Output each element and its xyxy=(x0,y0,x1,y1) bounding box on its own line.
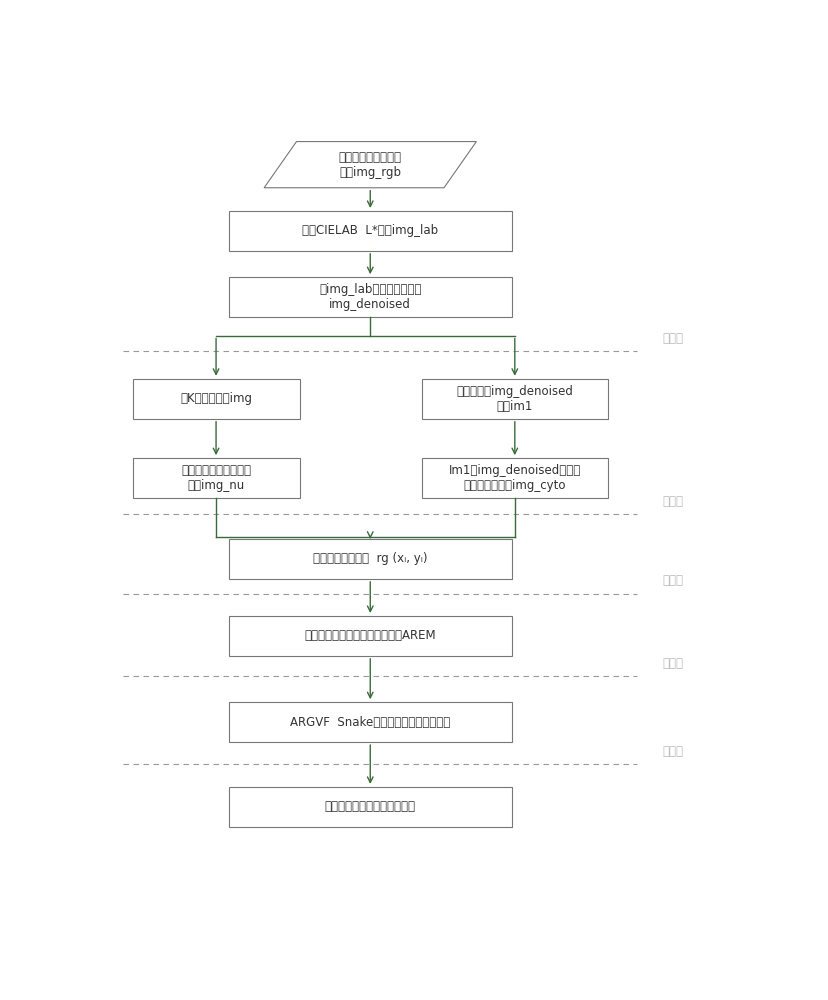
Text: 输入彩色宫颈单细胞
图像img_rgb: 输入彩色宫颈单细胞 图像img_rgb xyxy=(339,151,402,179)
Text: 自适应阈値img_denoised
得到im1: 自适应阈値img_denoised 得到im1 xyxy=(456,385,572,413)
Text: 步骤三: 步骤三 xyxy=(662,574,683,587)
Text: 步骤二: 步骤二 xyxy=(662,495,683,508)
Text: 将img_lab非局部均値滤波
img_denoised: 将img_lab非局部均値滤波 img_denoised xyxy=(319,283,421,311)
Bar xyxy=(421,379,607,419)
Bar xyxy=(229,539,511,579)
Text: 步骤五: 步骤五 xyxy=(662,745,683,758)
Bar xyxy=(229,277,511,317)
Bar xyxy=(421,458,607,498)
Bar xyxy=(229,787,511,827)
Bar xyxy=(229,702,511,742)
Text: 细胞核用灰度加权中心
定位img_nu: 细胞核用灰度加权中心 定位img_nu xyxy=(181,464,251,492)
Text: 枝灰度补偿算法计算细胞边缘图AREM: 枝灰度补偿算法计算细胞边缘图AREM xyxy=(304,629,436,642)
Polygon shape xyxy=(264,142,476,188)
Text: 步骤四: 步骤四 xyxy=(662,657,683,670)
Text: 射线灰度梯度计算  rg (xᵢ, yᵢ): 射线灰度梯度计算 rg (xᵢ, yᵢ) xyxy=(313,552,427,565)
Bar xyxy=(229,616,511,656)
Text: 提取CIELAB  L*通道img_lab: 提取CIELAB L*通道img_lab xyxy=(302,224,438,237)
Bar xyxy=(132,379,299,419)
Bar xyxy=(132,458,299,498)
Text: 精确定位细胞核和细胞质轮廓: 精确定位细胞核和细胞质轮廓 xyxy=(325,800,416,813)
Text: ARGVF  Snake演化细胞核和细胞质轮廓: ARGVF Snake演化细胞核和细胞质轮廓 xyxy=(290,716,450,729)
Text: 步骤一: 步骤一 xyxy=(662,332,683,345)
Text: 空K均値粗分割img: 空K均値粗分割img xyxy=(180,392,252,405)
Bar xyxy=(229,211,511,251)
Text: Im1与img_denoised逻辑运
算去除细胞背景img_cyto: Im1与img_denoised逻辑运 算去除细胞背景img_cyto xyxy=(448,464,580,492)
